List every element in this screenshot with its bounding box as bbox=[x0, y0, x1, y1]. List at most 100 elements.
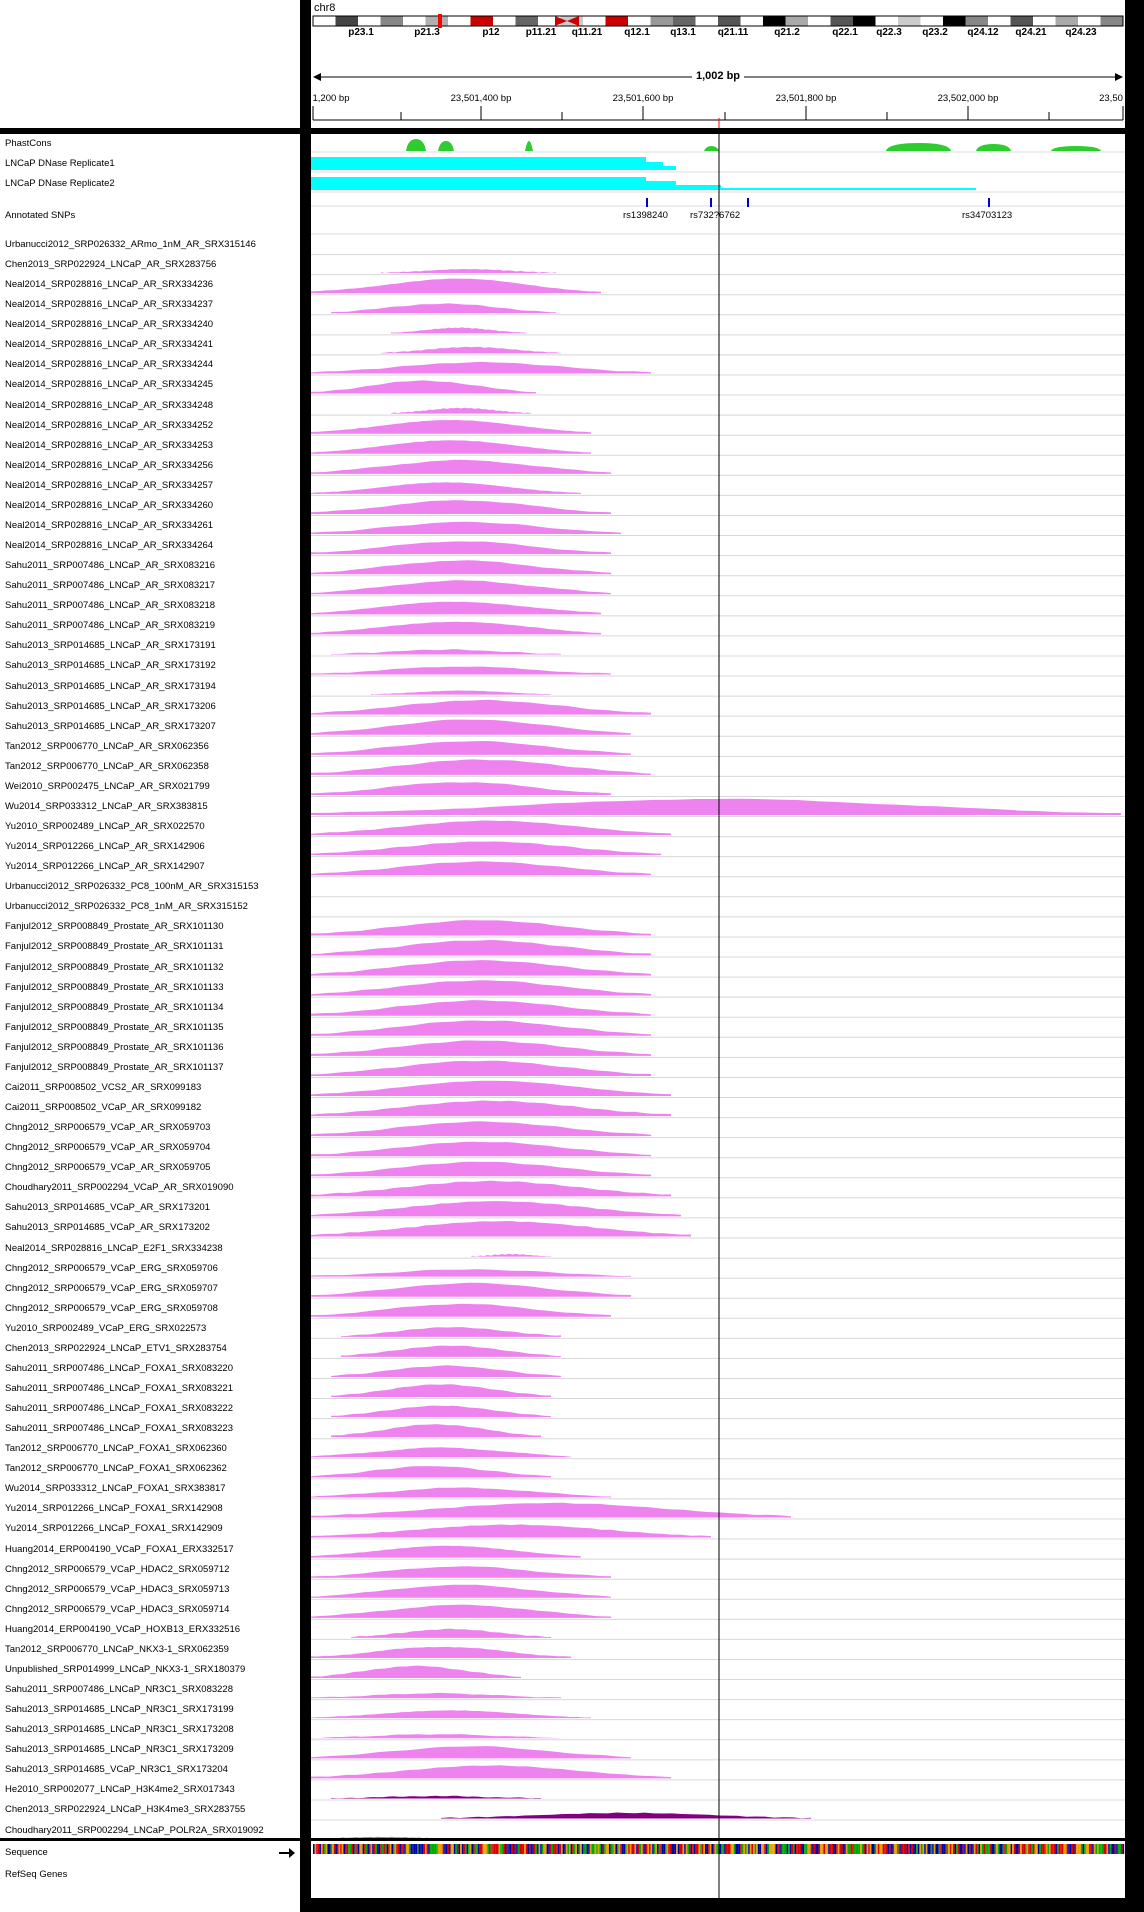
track-name-chip[interactable]: Fanjul2012_SRP008849_Prostate_AR_SRX1011… bbox=[5, 1001, 224, 1013]
track-name-chip[interactable]: Tan2012_SRP006770_LNCaP_FOXA1_SRX062362 bbox=[5, 1463, 227, 1475]
track-name-chip[interactable]: Chng2012_SRP006579_VCaP_HDAC3_SRX059713 bbox=[5, 1583, 230, 1595]
cytoband-label[interactable]: q24.21 bbox=[1015, 27, 1047, 38]
track-name-chip[interactable]: Fanjul2012_SRP008849_Prostate_AR_SRX1011… bbox=[5, 1041, 224, 1053]
track-name-chip[interactable]: Sahu2011_SRP007486_LNCaP_AR_SRX083218 bbox=[5, 600, 216, 612]
track-name-chip[interactable]: Yu2014_SRP012266_LNCaP_AR_SRX142907 bbox=[5, 861, 205, 873]
track-name-chip[interactable]: He2010_SRP002077_LNCaP_H3K4me2_SRX017343 bbox=[5, 1784, 235, 1796]
track-name-chip[interactable]: Sahu2013_SRP014685_VCaP_AR_SRX173201 bbox=[5, 1202, 210, 1214]
track-name-chip[interactable]: Fanjul2012_SRP008849_Prostate_AR_SRX1011… bbox=[5, 921, 224, 933]
cytoband-label[interactable]: p23.1 bbox=[348, 27, 374, 38]
cytoband-label[interactable]: q22.1 bbox=[832, 27, 858, 38]
track-name-chip[interactable]: Sahu2013_SRP014685_VCaP_NR3C1_SRX173204 bbox=[5, 1764, 228, 1776]
track-name-chip[interactable]: Sahu2011_SRP007486_LNCaP_FOXA1_SRX083221 bbox=[5, 1382, 233, 1394]
track-name-chip[interactable]: Sahu2011_SRP007486_LNCaP_FOXA1_SRX083223 bbox=[5, 1423, 233, 1435]
track-name-chip[interactable]: Sahu2013_SRP014685_VCaP_AR_SRX173202 bbox=[5, 1222, 210, 1234]
track-name-chip[interactable]: Tan2012_SRP006770_LNCaP_FOXA1_SRX062360 bbox=[5, 1443, 227, 1455]
track-name-chip[interactable]: Sahu2011_SRP007486_LNCaP_NR3C1_SRX083228 bbox=[5, 1684, 233, 1696]
cytoband-label[interactable]: q23.2 bbox=[922, 27, 948, 38]
ruler-ticks[interactable] bbox=[311, 104, 1125, 128]
cytoband-label[interactable]: q13.1 bbox=[670, 27, 696, 38]
track-name-chip[interactable]: Neal2014_SRP028816_LNCaP_E2F1_SRX334238 bbox=[5, 1242, 223, 1254]
track-name-chip[interactable]: Choudhary2011_SRP002294_VCaP_AR_SRX01909… bbox=[5, 1182, 234, 1194]
track-name-sequence[interactable]: Sequence bbox=[5, 1847, 48, 1858]
track-name-chip[interactable]: Chng2012_SRP006579_VCaP_AR_SRX059704 bbox=[5, 1142, 211, 1154]
track-name-chip[interactable]: Sahu2013_SRP014685_LNCaP_AR_SRX173207 bbox=[5, 720, 216, 732]
track-name-chip[interactable]: Chng2012_SRP006579_VCaP_AR_SRX059705 bbox=[5, 1162, 211, 1174]
track-name-chip[interactable]: Chng2012_SRP006579_VCaP_ERG_SRX059706 bbox=[5, 1262, 218, 1274]
track-name-chip[interactable]: Yu2010_SRP002489_VCaP_ERG_SRX022573 bbox=[5, 1322, 207, 1334]
track-name-chip[interactable]: Urbanucci2012_SRP026332_ARmo_1nM_AR_SRX3… bbox=[5, 239, 256, 250]
track-name-chip[interactable]: Unpublished_SRP014999_LNCaP_NKX3-1_SRX18… bbox=[5, 1663, 246, 1675]
snp-label[interactable]: rs1398240 bbox=[623, 210, 668, 221]
chromosome-label[interactable]: chr8 bbox=[314, 2, 336, 14]
cytoband-label[interactable]: q12.1 bbox=[624, 27, 650, 38]
track-name-chip[interactable]: Neal2014_SRP028816_LNCaP_AR_SRX334256 bbox=[5, 459, 214, 471]
track-name-chip[interactable]: Neal2014_SRP028816_LNCaP_AR_SRX334244 bbox=[5, 359, 214, 371]
track-name-chip[interactable]: Tan2012_SRP006770_LNCaP_NKX3-1_SRX062359 bbox=[5, 1643, 229, 1655]
track-name-chip[interactable]: Sahu2011_SRP007486_LNCaP_AR_SRX083217 bbox=[5, 580, 216, 592]
track-name-dnase1[interactable]: LNCaP DNase Replicate1 bbox=[5, 158, 115, 169]
track-name-chip[interactable]: Yu2014_SRP012266_LNCaP_AR_SRX142906 bbox=[5, 841, 205, 853]
track-name-chip[interactable]: Neal2014_SRP028816_LNCaP_AR_SRX334237 bbox=[5, 299, 214, 311]
track-data-plot[interactable] bbox=[311, 134, 1125, 1838]
track-name-chip[interactable]: Chng2012_SRP006579_VCaP_ERG_SRX059708 bbox=[5, 1302, 218, 1314]
track-name-chip[interactable]: Fanjul2012_SRP008849_Prostate_AR_SRX1011… bbox=[5, 941, 224, 953]
track-name-chip[interactable]: Sahu2013_SRP014685_LNCaP_NR3C1_SRX173208 bbox=[5, 1724, 234, 1736]
track-name-chip[interactable]: Neal2014_SRP028816_LNCaP_AR_SRX334236 bbox=[5, 279, 214, 291]
track-name-phastcons[interactable]: PhastCons bbox=[5, 138, 52, 149]
track-name-chip[interactable]: Sahu2011_SRP007486_LNCaP_AR_SRX083216 bbox=[5, 560, 216, 572]
track-name-chip[interactable]: Sahu2013_SRP014685_LNCaP_AR_SRX173206 bbox=[5, 700, 216, 712]
track-name-chip[interactable]: Chng2012_SRP006579_VCaP_HDAC2_SRX059712 bbox=[5, 1563, 230, 1575]
track-name-chip[interactable]: Cai2011_SRP008502_VCS2_AR_SRX099183 bbox=[5, 1081, 202, 1093]
cytoband-label[interactable]: q22.3 bbox=[876, 27, 902, 38]
track-name-chip[interactable]: Neal2014_SRP028816_LNCaP_AR_SRX334241 bbox=[5, 339, 214, 351]
cytoband-label[interactable]: p11.21 bbox=[525, 27, 557, 38]
track-name-chip[interactable]: Sahu2013_SRP014685_LNCaP_AR_SRX173191 bbox=[5, 640, 216, 652]
cytoband-label[interactable]: p12 bbox=[482, 27, 500, 38]
track-name-chip[interactable]: Huang2014_ERP004190_VCaP_FOXA1_ERX332517 bbox=[5, 1543, 234, 1555]
track-name-chip[interactable]: Neal2014_SRP028816_LNCaP_AR_SRX334261 bbox=[5, 519, 214, 531]
track-name-chip[interactable]: Neal2014_SRP028816_LNCaP_AR_SRX334248 bbox=[5, 399, 214, 411]
track-name-chip[interactable]: Neal2014_SRP028816_LNCaP_AR_SRX334257 bbox=[5, 479, 214, 491]
track-name-chip[interactable]: Neal2014_SRP028816_LNCaP_AR_SRX334252 bbox=[5, 419, 214, 431]
bottom-data-panel[interactable] bbox=[311, 1841, 1125, 1898]
track-name-chip[interactable]: Yu2014_SRP012266_LNCaP_FOXA1_SRX142909 bbox=[5, 1523, 223, 1535]
track-name-chip[interactable]: Fanjul2012_SRP008849_Prostate_AR_SRX1011… bbox=[5, 1061, 224, 1073]
track-name-chip[interactable]: Chen2013_SRP022924_LNCaP_ETV1_SRX283754 bbox=[5, 1342, 227, 1354]
track-name-chip[interactable]: Sahu2013_SRP014685_LNCaP_NR3C1_SRX173199 bbox=[5, 1704, 234, 1716]
track-name-chip[interactable]: Chng2012_SRP006579_VCaP_AR_SRX059703 bbox=[5, 1122, 211, 1134]
track-name-chip[interactable]: Sahu2013_SRP014685_LNCaP_AR_SRX173194 bbox=[5, 680, 216, 692]
track-name-chip[interactable]: Choudhary2011_SRP002294_LNCaP_POLR2A_SRX… bbox=[5, 1824, 264, 1836]
track-name-chip[interactable]: Chen2013_SRP022924_LNCaP_AR_SRX283756 bbox=[5, 259, 217, 271]
track-name-chip[interactable]: Sahu2013_SRP014685_LNCaP_NR3C1_SRX173209 bbox=[5, 1744, 234, 1756]
strand-arrow-icon[interactable] bbox=[279, 1848, 295, 1858]
track-name-chip[interactable]: Sahu2011_SRP007486_LNCaP_AR_SRX083219 bbox=[5, 620, 216, 632]
cytoband-label[interactable]: q11.21 bbox=[571, 27, 603, 38]
cytoband-label[interactable]: q24.12 bbox=[967, 27, 999, 38]
track-name-chip[interactable]: Sahu2011_SRP007486_LNCaP_FOXA1_SRX083220 bbox=[5, 1362, 233, 1374]
track-name-chip[interactable]: Urbanucci2012_SRP026332_PC8_100nM_AR_SRX… bbox=[5, 881, 259, 893]
track-name-chip[interactable]: Fanjul2012_SRP008849_Prostate_AR_SRX1011… bbox=[5, 1021, 224, 1033]
track-name-chip[interactable]: Chen2013_SRP022924_LNCaP_H3K4me3_SRX2837… bbox=[5, 1804, 246, 1816]
track-name-chip[interactable]: Fanjul2012_SRP008849_Prostate_AR_SRX1011… bbox=[5, 981, 224, 993]
track-name-chip[interactable]: Yu2010_SRP002489_LNCaP_AR_SRX022570 bbox=[5, 821, 205, 833]
track-name-chip[interactable]: Neal2014_SRP028816_LNCaP_AR_SRX334240 bbox=[5, 319, 214, 331]
track-name-chip[interactable]: Cai2011_SRP008502_VCaP_AR_SRX099182 bbox=[5, 1102, 202, 1113]
track-name-chip[interactable]: Yu2014_SRP012266_LNCaP_FOXA1_SRX142908 bbox=[5, 1503, 223, 1515]
track-name-chip[interactable]: Fanjul2012_SRP008849_Prostate_AR_SRX1011… bbox=[5, 961, 224, 973]
track-data-panel[interactable]: rs1398240 rs732?6762 rs34703123 bbox=[311, 134, 1125, 1838]
track-name-dnase2[interactable]: LNCaP DNase Replicate2 bbox=[5, 178, 115, 189]
track-name-chip[interactable]: Urbanucci2012_SRP026332_PC8_1nM_AR_SRX31… bbox=[5, 901, 248, 913]
track-name-chip[interactable]: Sahu2013_SRP014685_LNCaP_AR_SRX173192 bbox=[5, 660, 216, 672]
track-name-chip[interactable]: Neal2014_SRP028816_LNCaP_AR_SRX334264 bbox=[5, 540, 214, 552]
track-name-chip[interactable]: Tan2012_SRP006770_LNCaP_AR_SRX062358 bbox=[5, 760, 209, 772]
track-name-chip[interactable]: Wei2010_SRP002475_LNCaP_AR_SRX021799 bbox=[5, 780, 210, 792]
track-name-chip[interactable]: Tan2012_SRP006770_LNCaP_AR_SRX062356 bbox=[5, 740, 209, 752]
chromosome-ideogram[interactable] bbox=[311, 14, 1125, 44]
sequence-track[interactable] bbox=[311, 1841, 1125, 1898]
track-name-chip[interactable]: Wu2014_SRP033312_LNCaP_FOXA1_SRX383817 bbox=[5, 1483, 226, 1495]
track-name-chip[interactable]: Neal2014_SRP028816_LNCaP_AR_SRX334245 bbox=[5, 379, 214, 391]
track-name-chip[interactable]: Neal2014_SRP028816_LNCaP_AR_SRX334260 bbox=[5, 499, 214, 511]
cytoband-label[interactable]: q21.2 bbox=[774, 27, 800, 38]
track-name-chip[interactable]: Huang2014_ERP004190_VCaP_HOXB13_ERX33251… bbox=[5, 1623, 241, 1635]
